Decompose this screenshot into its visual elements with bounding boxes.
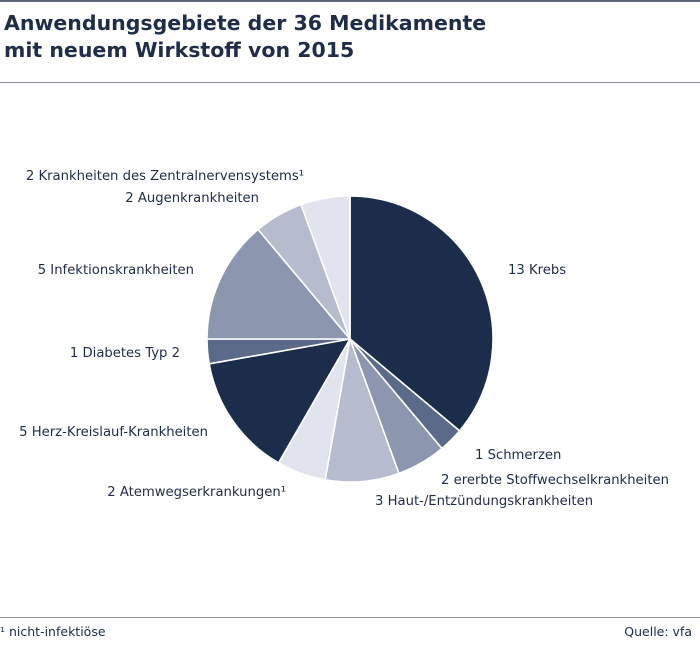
top-rule [0,0,700,2]
pie-slice-label: 2 Atemwegserkrankungen¹ [107,485,286,500]
pie-slice-label: 2 ererbte Stoffwechselkrankheiten [441,473,669,488]
pie-slice-label: 2 Augenkrankheiten [125,191,259,206]
chart-title-line-2: mit neuem Wirkstoff von 2015 [4,38,355,62]
pie-slice [349,195,494,432]
pie-slice-label: 5 Herz-Kreislauf-Krankheiten [19,425,208,440]
pie-slice-label: 5 Infektionskrankheiten [38,263,194,278]
pie-slice-label: 13 Krebs [508,263,566,278]
pie-slice-label: 1 Diabetes Typ 2 [70,346,180,361]
header-rule [0,82,700,83]
pie-labels: 13 Krebs 1 Schmerzen 2 ererbte Stoffwechse… [19,169,669,509]
pie-slice-label: 1 Schmerzen [475,448,561,463]
pie-slice-label: 3 Haut-/Entzündungskrankheiten [375,494,593,509]
pie-slices [206,195,494,483]
pie-slice [208,338,351,464]
footer-rule [0,617,700,618]
pie-slice [300,195,351,340]
pie-slice-label: 2 Krankheiten des Zentralnervensystems¹ [26,169,304,184]
footnote: ¹ nicht-infektiöse [0,624,106,639]
chart-title-line-1: Anwendungsgebiete der 36 Medikamente [4,11,487,35]
pie-slice [206,228,351,340]
chart-title: Anwendungsgebiete der 36 Medikamente mit… [4,10,684,64]
source-note: Quelle: vfa [624,624,692,639]
